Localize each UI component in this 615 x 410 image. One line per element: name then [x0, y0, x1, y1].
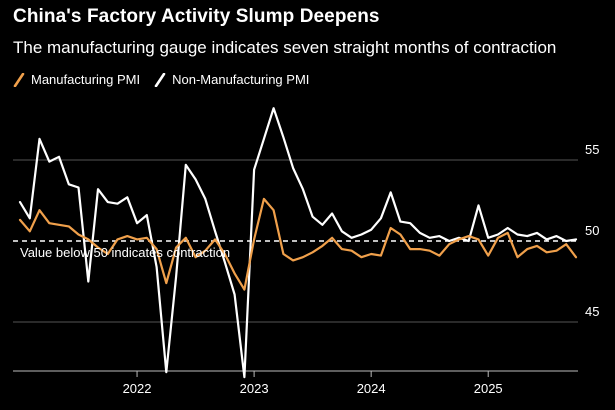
series-lines — [18, 107, 578, 379]
y-tick-label-55: 55 — [585, 142, 599, 157]
x-tick-label-2025: 2025 — [474, 381, 503, 396]
series-line-manufacturing-pmi — [18, 197, 578, 291]
chart-subtitle: The manufacturing gauge indicates seven … — [13, 38, 557, 57]
x-axis: 2022 2023 2024 2025 — [13, 370, 578, 396]
legend-label-non-manufacturing: Non-Manufacturing PMI — [172, 72, 310, 87]
legend-item-non-manufacturing: Non-Manufacturing PMI — [154, 72, 309, 87]
legend: Manufacturing PMI Non-Manufacturing PMI — [13, 72, 323, 87]
legend-label-manufacturing: Manufacturing PMI — [31, 72, 141, 87]
y-tick-label-50: 50 — [585, 223, 599, 238]
gridlines — [13, 159, 578, 323]
x-tick-label-2023: 2023 — [240, 381, 269, 396]
x-tick-label-2022: 2022 — [123, 381, 152, 396]
legend-item-manufacturing: Manufacturing PMI — [13, 72, 140, 87]
series-line-non-manufacturing-pmi — [18, 107, 578, 379]
x-tick-label-2024: 2024 — [357, 381, 386, 396]
legend-swatch-manufacturing — [13, 72, 25, 87]
legend-swatch-non-manufacturing — [154, 72, 166, 87]
y-axis: 45 50 55 — [585, 142, 599, 319]
contraction-annotation: Value below 50 indicates contraction — [20, 245, 230, 260]
y-tick-label-45: 45 — [585, 304, 599, 319]
chart-title: China's Factory Activity Slump Deepens — [13, 6, 380, 27]
